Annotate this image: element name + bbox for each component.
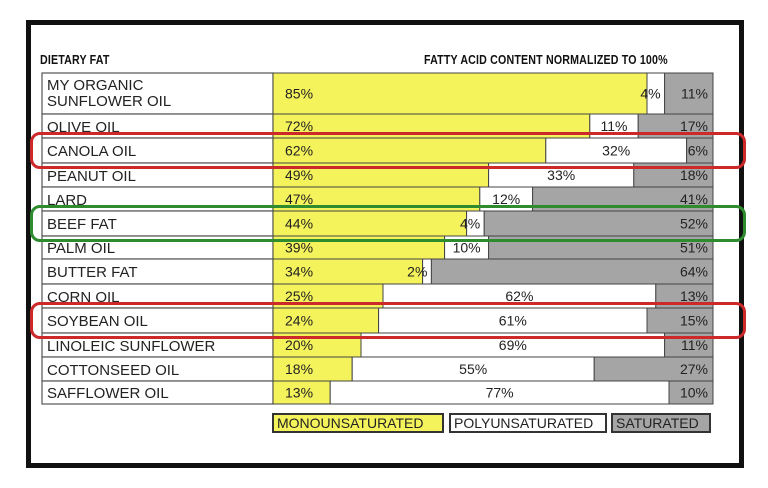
data-label: 25% (285, 288, 313, 304)
row-label: BUTTER FAT (47, 264, 138, 281)
row-label: MY ORGANIC (47, 77, 144, 94)
bar-segment (272, 307, 380, 334)
bar-segment (272, 356, 353, 382)
row-label: LARD (47, 191, 88, 209)
data-label: 64% (680, 264, 708, 280)
bar-segment (668, 380, 714, 405)
data-label: 6% (688, 143, 708, 159)
bar-segment (545, 137, 688, 164)
data-label: 24% (285, 313, 313, 329)
row-label: BEEF FAT (47, 216, 117, 233)
data-label: 10% (453, 240, 481, 256)
row-label: CORN OIL (47, 288, 120, 306)
bar-segment (646, 307, 714, 334)
data-label: 47% (285, 191, 313, 207)
legend-entry: POLYUNSATURATED (449, 413, 607, 433)
bar-segment (664, 72, 714, 115)
data-label: 52% (680, 216, 708, 232)
data-label: 85% (285, 86, 313, 102)
row-label: OLIVE OIL (47, 118, 120, 136)
data-label: 72% (285, 118, 313, 134)
bar-segment (272, 137, 547, 164)
data-label: 18% (680, 167, 708, 183)
data-label: 20% (285, 337, 313, 353)
bar-segment (593, 356, 714, 382)
row-label: SUNFLOWER OIL (47, 93, 172, 110)
row-label: SAFFLOWER OIL (47, 385, 169, 402)
data-label: 62% (285, 143, 313, 159)
highlight-outline (30, 302, 746, 339)
data-label: 77% (486, 385, 514, 401)
data-label: 2% (407, 264, 427, 280)
label-cell (41, 307, 274, 334)
data-label: 11% (601, 118, 628, 134)
data-label: 4% (460, 216, 480, 232)
row-label: PEANUT OIL (47, 167, 136, 185)
bar-segment (272, 72, 648, 115)
data-label: 55% (459, 361, 487, 377)
header-fatty-acid: FATTY ACID CONTENT NORMALIZED TO 100% (424, 52, 668, 67)
legend-entry: MONOUNSATURATED (272, 413, 444, 433)
data-label: 18% (285, 361, 313, 377)
row-label: CANOLA OIL (47, 143, 137, 160)
data-label: 10% (680, 385, 708, 401)
data-label: 11% (681, 86, 708, 102)
header-dietary-fat: DIETARY FAT (40, 52, 110, 67)
highlight-outline (30, 132, 746, 169)
data-label: 39% (285, 240, 313, 256)
data-label: 11% (681, 337, 708, 353)
data-label: 15% (680, 313, 708, 329)
data-label: 62% (505, 288, 533, 304)
row-label: PALM OIL (47, 240, 116, 257)
data-label: 12% (492, 191, 520, 207)
data-label: 33% (547, 167, 575, 183)
data-label: 4% (640, 86, 660, 102)
bar-segment (272, 210, 468, 237)
data-label: 34% (285, 264, 313, 280)
data-label: 51% (680, 240, 708, 256)
row-label: COTTONSEED OIL (47, 361, 180, 379)
label-cell (41, 137, 274, 164)
row-label: LINOLEIC SUNFLOWER (47, 337, 216, 355)
data-label: 49% (285, 167, 313, 183)
legend-entry: SATURATED (611, 413, 711, 433)
bar-segment (351, 356, 595, 382)
data-label: 17% (680, 118, 708, 134)
highlight-outline (30, 205, 746, 242)
row-label: SOYBEAN OIL (47, 313, 148, 330)
data-label: 69% (499, 337, 527, 353)
bar-segment (483, 210, 714, 237)
data-label: 32% (602, 143, 630, 159)
data-label: 27% (680, 361, 708, 377)
data-label: 44% (285, 216, 313, 232)
data-label: 61% (499, 313, 527, 329)
bar-segment (430, 258, 714, 285)
data-label: 13% (680, 288, 708, 304)
data-label: 41% (680, 191, 708, 207)
data-label: 13% (285, 385, 313, 401)
